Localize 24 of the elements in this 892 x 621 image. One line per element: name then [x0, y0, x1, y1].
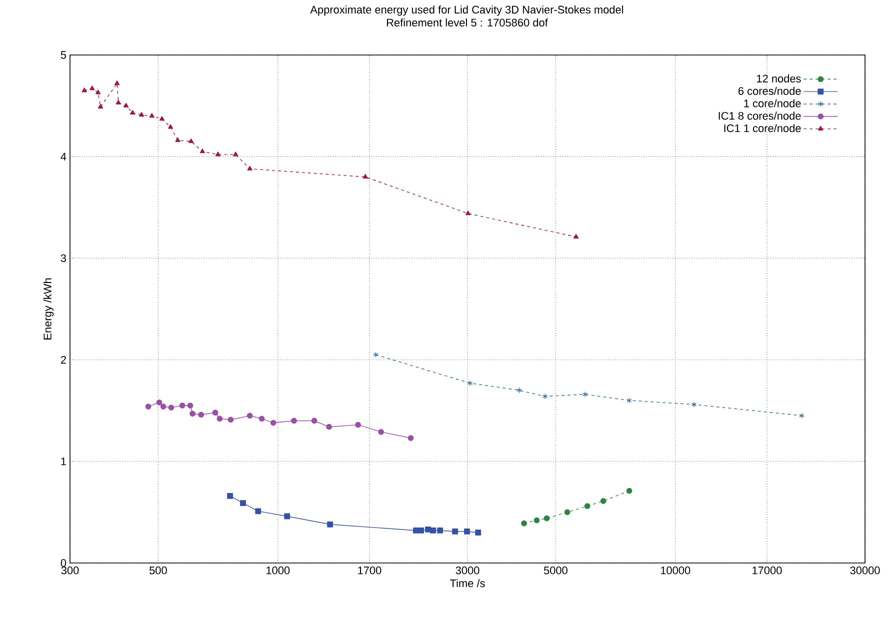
x-tick-label: 1000: [266, 566, 290, 574]
x-tick-label: 5000: [544, 566, 568, 574]
y-tick-label: 3: [60, 254, 66, 262]
y-tick-label: 0: [60, 559, 66, 567]
legend-label: 1 core/node: [744, 99, 801, 108]
x-tick-label: 1700: [358, 566, 382, 574]
x-axis-title: Time /s: [450, 579, 485, 588]
chart-title: Approximate energy used for Lid Cavity 3D Navier-Stokes model: [310, 6, 624, 16]
legend-label: 12 nodes: [757, 74, 801, 82]
y-tick-label: 2: [60, 356, 66, 364]
x-tick-label: 30000: [850, 566, 880, 574]
x-tick-label: 17000: [752, 566, 782, 574]
x-tick-label: 3000: [456, 566, 480, 574]
y-tick-label: 4: [60, 152, 66, 160]
x-tick-label: 500: [150, 566, 167, 574]
y-tick-label: 1: [61, 458, 66, 466]
y-tick-label: 5: [60, 51, 66, 59]
x-tick-label: 300: [61, 566, 79, 574]
legend-label: IC1 1 core/node: [724, 124, 801, 132]
y-axis-title: Energy /kWh: [43, 278, 54, 340]
chart-subtitle: Refinement level 5 : 1705860 dof: [386, 18, 548, 27]
legend-label: 6 cores/node: [738, 86, 801, 95]
x-tick-label: 10000: [660, 566, 690, 574]
legend-label: IC1 8 cores/node: [718, 112, 801, 120]
